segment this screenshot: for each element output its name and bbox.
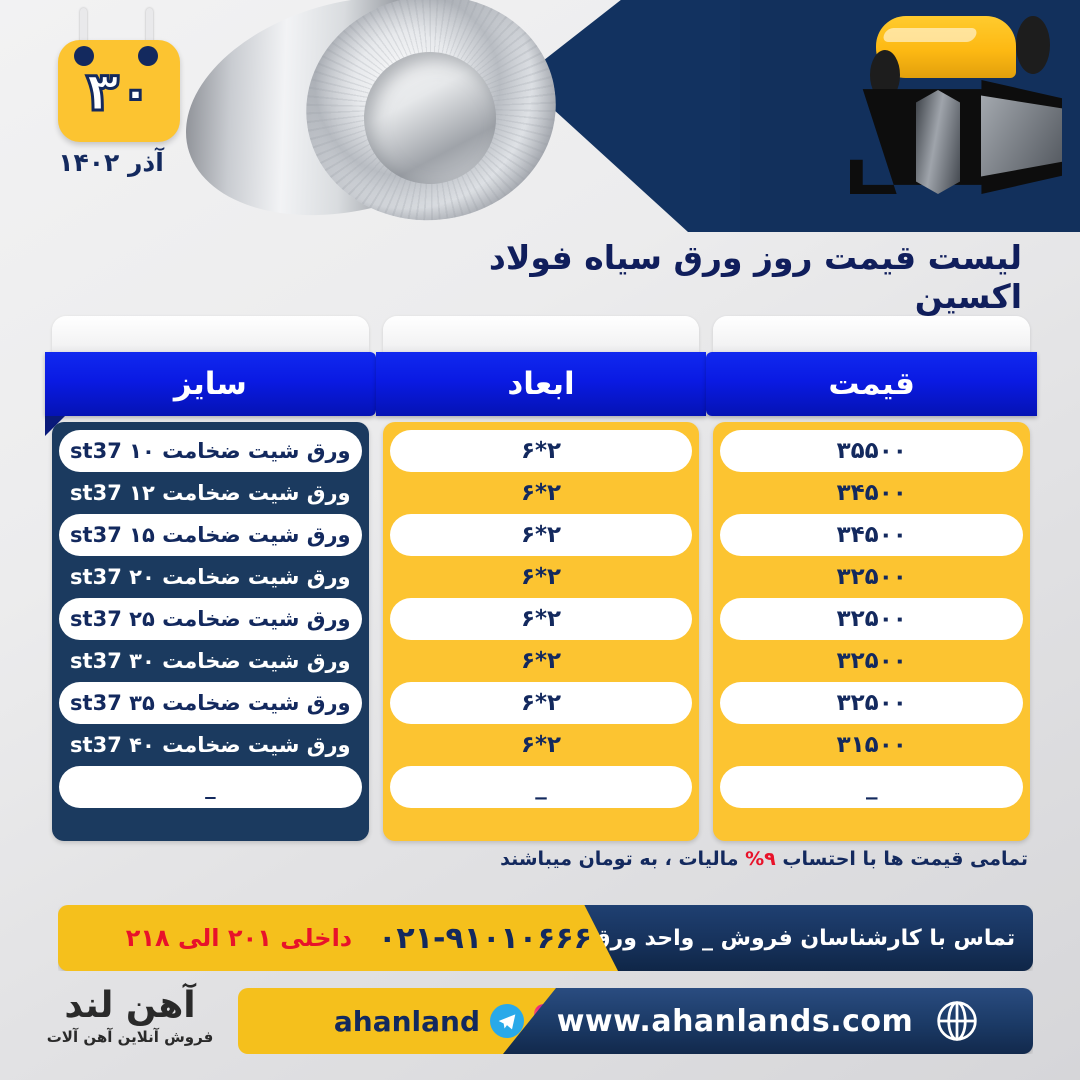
column-body-size: ورق شیت ضخامت ۱۰ st37 ورق شیت ضخامت ۱۲ s… <box>52 422 369 841</box>
calendar-month-year: آذر ۱۴۰۲ <box>58 148 164 177</box>
table-row: _ <box>389 766 693 808</box>
table-row: ۲*۶ <box>520 648 562 674</box>
contact-department-label: تماس با کارشناسان فروش _ واحد ورق <box>573 905 1033 971</box>
table-row: ورق شیت ضخامت ۲۰ st37 <box>70 565 351 589</box>
table-row: ورق شیت ضخامت ۲۵ st37 <box>59 598 362 640</box>
table-row: ۲*۶ <box>520 732 562 758</box>
table-row: ورق شیت ضخامت ۱۰ st37 <box>59 430 362 472</box>
table-row: _ <box>720 766 1024 808</box>
phone-number[interactable]: ۰۲۱-۹۱۰۱۰۶۶۶ <box>378 920 592 956</box>
table-row: ۳۲۵۰۰ <box>720 598 1024 640</box>
column-header-size: سایز <box>45 352 376 416</box>
column-header-dimensions: ابعاد <box>375 352 707 416</box>
website-url[interactable]: www.ahanlands.com <box>556 1003 914 1039</box>
table-row: ۳۲۵۰۰ <box>836 564 907 590</box>
beam-core-icon <box>916 90 960 194</box>
tax-note-part2: مالیات ، به تومان میباشند <box>500 848 739 870</box>
hero-banner <box>0 0 1080 232</box>
tax-percent: ۹% <box>745 848 776 870</box>
social-handle[interactable]: ahanland <box>333 1004 480 1038</box>
tax-note: تمامی قیمت ها با احتساب ۹% مالیات ، به ت… <box>428 848 1028 870</box>
logo-tagline: فروش آنلاین آهن آلات <box>46 1028 214 1046</box>
calendar-widget: ۳۰ آذر ۱۴۰۲ <box>28 8 180 188</box>
table-row: ورق شیت ضخامت ۱۵ st37 <box>59 514 362 556</box>
table-row: ۳۴۵۰۰ <box>720 514 1024 556</box>
column-size: سایز ورق شیت ضخامت ۱۰ st37 ورق شیت ضخامت… <box>45 316 376 841</box>
column-body-dimensions: ۲*۶ ۲*۶ ۲*۶ ۲*۶ ۲*۶ ۲*۶ ۲*۶ ۲*۶ _ <box>382 422 700 841</box>
calendar-ring-left <box>80 8 87 56</box>
table-row: ۲*۶ <box>389 682 693 724</box>
table-row: ورق شیت ضخامت ۱۲ st37 <box>70 481 351 505</box>
table-row: ۲*۶ <box>520 480 562 506</box>
table-row: ورق شیت ضخامت ۴۰ st37 <box>70 733 351 757</box>
table-row: ۲*۶ <box>520 564 562 590</box>
table-row: ورق شیت ضخامت ۳۵ st37 <box>59 682 362 724</box>
telegram-icon[interactable] <box>490 1004 524 1038</box>
column-header-price: قیمت <box>706 352 1038 416</box>
steel-coil-image <box>186 0 586 232</box>
calendar-box: ۳۰ <box>58 40 180 142</box>
table-row: ۳۲۵۰۰ <box>836 648 907 674</box>
footer-bar: ahanland www.ahanlands.com <box>238 988 1033 1054</box>
tax-note-part1: تمامی قیمت ها با احتساب <box>782 848 1028 870</box>
table-row: ۲*۶ <box>389 514 693 556</box>
calendar-dot-left <box>74 46 94 66</box>
calendar-dot-right <box>138 46 158 66</box>
column-price: قیمت ۳۵۵۰۰ ۳۴۵۰۰ ۳۴۵۰۰ ۳۲۵۰۰ ۳۲۵۰۰ ۳۲۵۰۰… <box>706 316 1038 841</box>
calendar-ring-right <box>146 8 153 56</box>
table-row: ۳۲۵۰۰ <box>720 682 1024 724</box>
table-row: ۳۵۵۰۰ <box>720 430 1024 472</box>
column-dimensions: ابعاد ۲*۶ ۲*۶ ۲*۶ ۲*۶ ۲*۶ ۲*۶ ۲*۶ ۲*۶ _ <box>375 316 707 841</box>
logo-name: آهن لند <box>64 985 196 1026</box>
globe-icon <box>937 1001 978 1041</box>
company-logo: آهن لند فروش آنلاین آهن آلات <box>30 985 230 1046</box>
calendar-day: ۳۰ <box>85 59 156 125</box>
column-body-price: ۳۵۵۰۰ ۳۴۵۰۰ ۳۴۵۰۰ ۳۲۵۰۰ ۳۲۵۰۰ ۳۲۵۰۰ ۳۲۵۰… <box>713 422 1031 841</box>
table-row: ۲*۶ <box>389 598 693 640</box>
contact-phone-block[interactable]: ۰۲۱-۹۱۰۱۰۶۶۶ داخلی ۲۰۱ الی ۲۱۸ <box>58 905 618 971</box>
steel-profiles-logo <box>842 8 1072 198</box>
table-row: ۳۱۵۰۰ <box>836 732 907 758</box>
price-table: سایز ورق شیت ضخامت ۱۰ st37 ورق شیت ضخامت… <box>45 316 1038 841</box>
website-block[interactable]: www.ahanlands.com <box>503 988 1033 1054</box>
table-row: ورق شیت ضخامت ۳۰ st37 <box>70 649 351 673</box>
pipe-end-icon <box>1016 16 1050 74</box>
telegram-glyph <box>498 1014 516 1030</box>
page-title: لیست قیمت روز ورق سیاه فولاد اکسین <box>488 238 1023 316</box>
table-row: ۲*۶ <box>389 430 693 472</box>
contact-bar: تماس با کارشناسان فروش _ واحد ورق ۰۲۱-۹۱… <box>58 905 1033 971</box>
table-row: _ <box>59 766 362 808</box>
beam-flange-icon <box>981 95 1062 177</box>
social-block[interactable]: ahanland <box>238 988 568 1054</box>
phone-extension: داخلی ۲۰۱ الی ۲۱۸ <box>125 924 353 952</box>
table-row: ۳۴۵۰۰ <box>836 480 907 506</box>
